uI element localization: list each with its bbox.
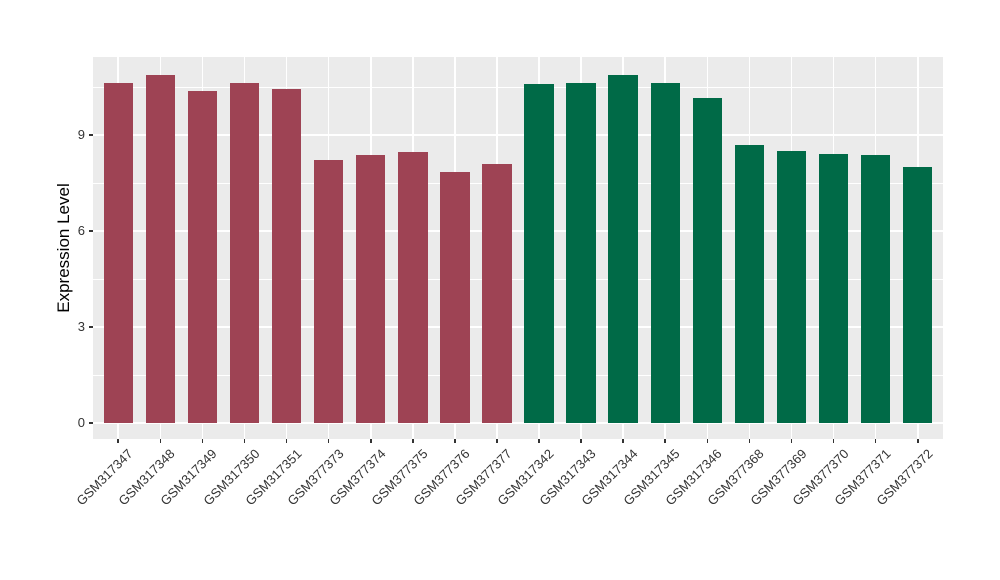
bar bbox=[187, 90, 218, 423]
major-gridline bbox=[93, 326, 943, 328]
minor-gridline bbox=[93, 278, 943, 280]
bar bbox=[271, 89, 302, 423]
y-axis-title: Expression Level bbox=[54, 183, 73, 313]
bar bbox=[566, 83, 596, 423]
bar bbox=[608, 74, 638, 423]
bar bbox=[145, 75, 176, 423]
minor-gridline bbox=[93, 86, 943, 88]
y-tick-label: 3 bbox=[77, 319, 85, 334]
x-tick-mark bbox=[369, 439, 372, 443]
bar bbox=[860, 155, 891, 423]
minor-gridline bbox=[93, 182, 943, 184]
x-tick-mark bbox=[790, 439, 793, 443]
x-tick-mark bbox=[159, 439, 162, 443]
x-tick-mark bbox=[832, 439, 835, 443]
x-tick-mark bbox=[412, 439, 414, 443]
y-tick-mark bbox=[89, 230, 93, 232]
bar bbox=[398, 152, 428, 423]
y-tick-mark bbox=[89, 326, 93, 328]
y-tick-label: 6 bbox=[77, 223, 85, 238]
major-gridline bbox=[93, 134, 943, 136]
x-tick-mark bbox=[117, 439, 120, 443]
major-gridline bbox=[93, 230, 943, 232]
y-tick-mark bbox=[89, 134, 93, 136]
x-tick-mark bbox=[201, 439, 204, 443]
x-tick-mark bbox=[664, 439, 667, 443]
y-tick-label: 0 bbox=[77, 415, 85, 430]
x-tick-mark bbox=[454, 439, 456, 443]
minor-gridline bbox=[93, 374, 943, 376]
bar bbox=[313, 159, 344, 423]
bar bbox=[818, 153, 849, 423]
bar bbox=[692, 98, 723, 423]
x-tick-mark bbox=[748, 439, 751, 443]
x-tick-mark bbox=[538, 439, 540, 443]
x-tick-mark bbox=[285, 439, 288, 443]
bar bbox=[103, 82, 133, 423]
bar bbox=[524, 84, 554, 423]
bar bbox=[734, 144, 765, 423]
bar bbox=[776, 150, 807, 423]
x-tick-mark bbox=[496, 439, 498, 443]
y-tick-label: 9 bbox=[77, 127, 85, 142]
major-gridline bbox=[93, 422, 943, 424]
bar bbox=[482, 164, 512, 423]
x-tick-mark bbox=[327, 439, 330, 443]
x-tick-mark bbox=[580, 439, 582, 443]
plot-panel bbox=[93, 57, 943, 439]
y-tick-mark bbox=[89, 422, 93, 424]
x-tick-mark bbox=[243, 439, 246, 443]
x-tick-mark bbox=[622, 439, 624, 443]
bar bbox=[440, 172, 470, 423]
bar bbox=[650, 82, 680, 423]
x-tick-mark bbox=[874, 439, 877, 443]
bar bbox=[229, 83, 260, 423]
bar bbox=[355, 154, 386, 423]
x-tick-mark bbox=[706, 439, 709, 443]
x-tick-mark bbox=[916, 439, 919, 443]
bar bbox=[903, 167, 933, 423]
